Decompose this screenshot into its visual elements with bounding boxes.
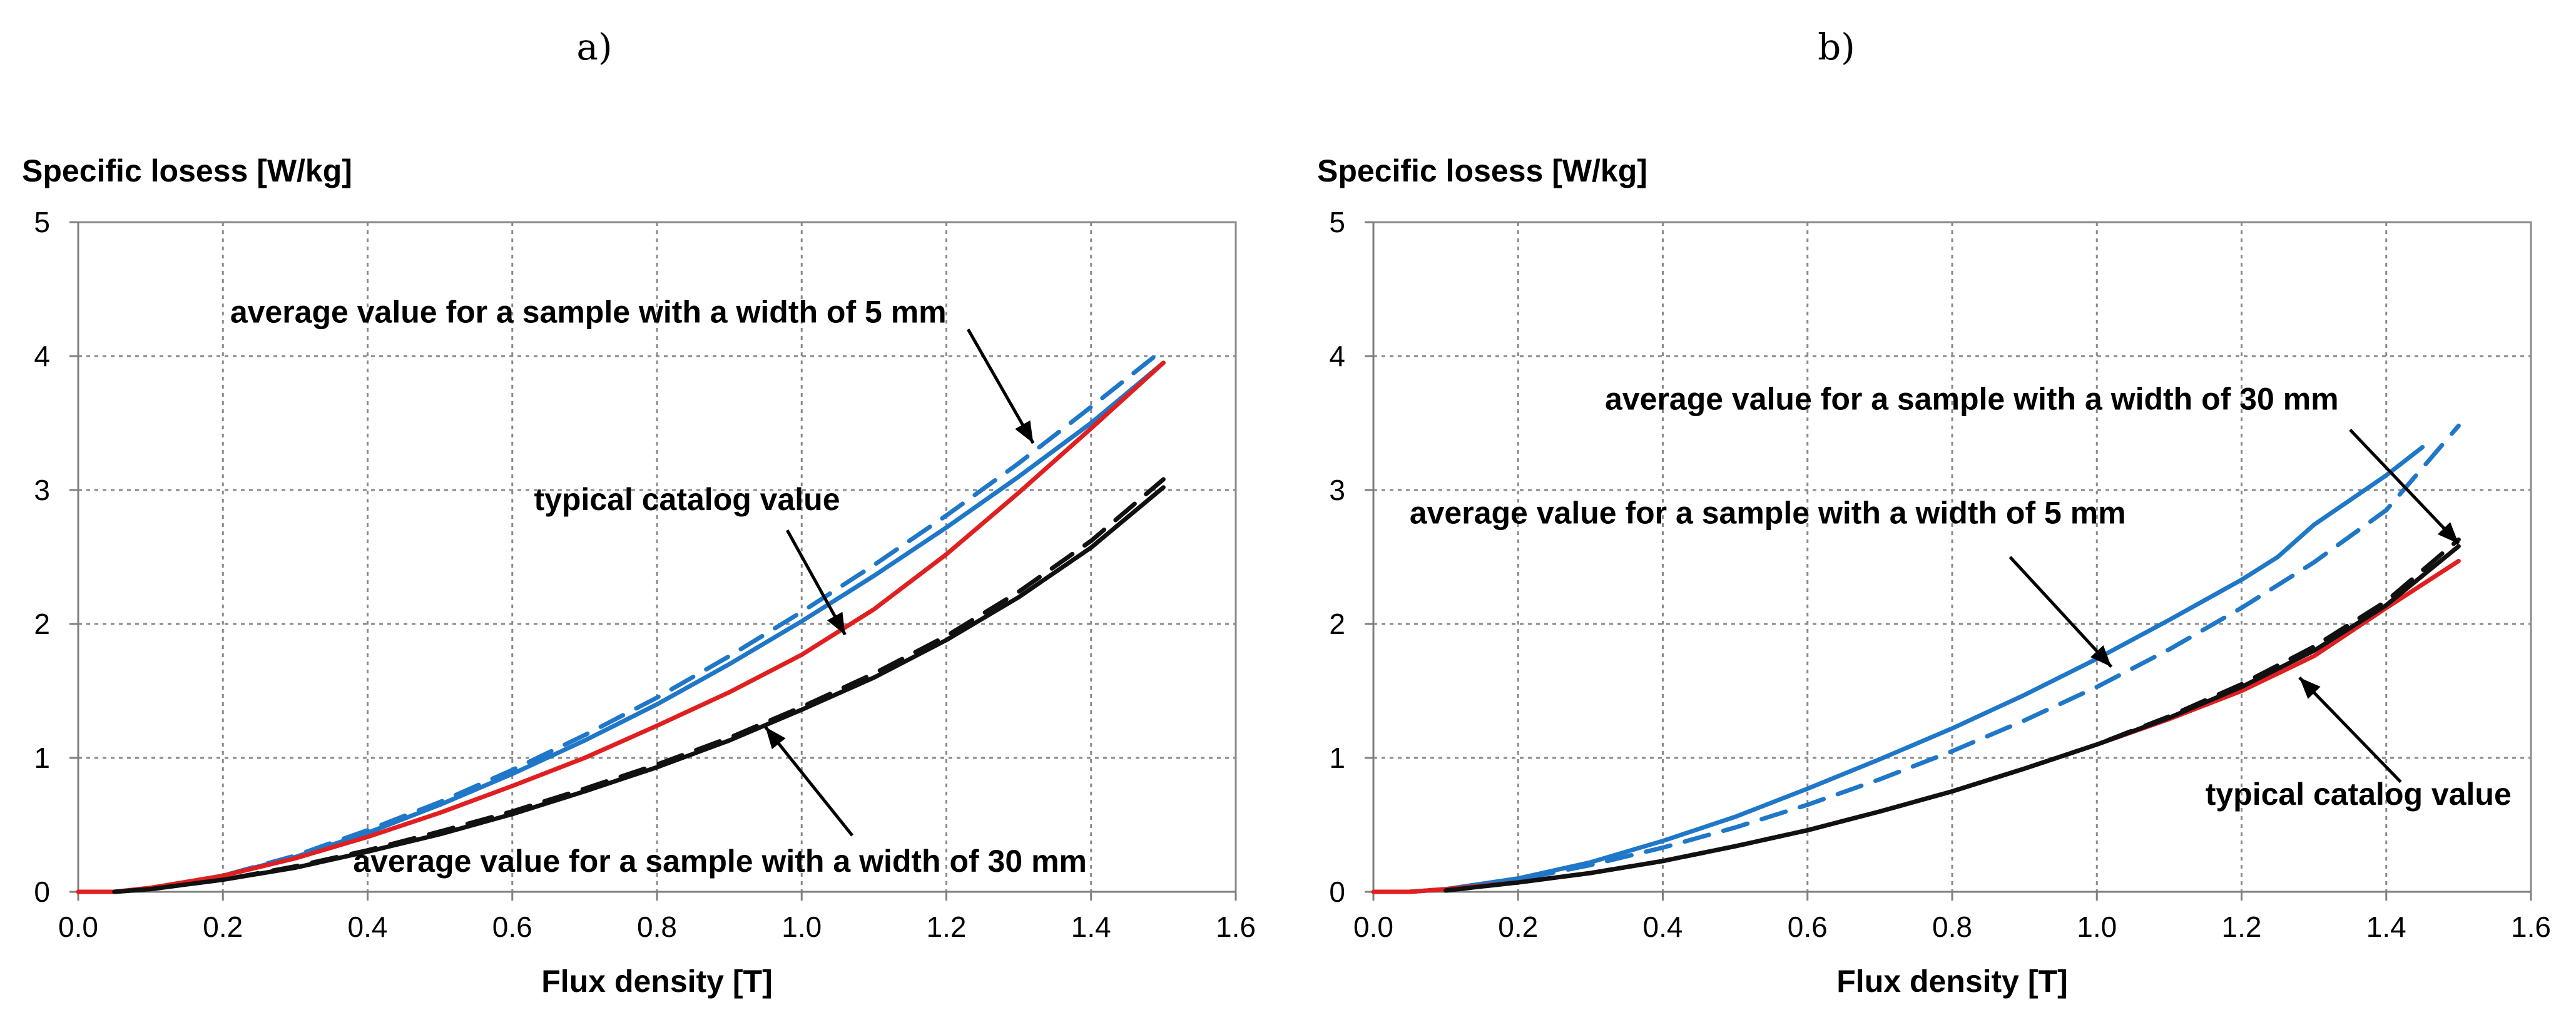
y-tick-label: 0 — [1329, 876, 1345, 908]
annotation-arrow — [2008, 556, 2113, 668]
annotation-label: average value for a sample with a width … — [230, 295, 947, 330]
x-axis-label: Flux density [T] — [1836, 964, 2067, 999]
x-tick-label: 0.8 — [1932, 911, 1972, 943]
y-tick-label: 3 — [34, 474, 50, 506]
annotation-arrowhead — [2437, 522, 2459, 544]
annotation-label: average value for a sample with a width … — [353, 844, 1087, 879]
y-tick-label: 5 — [34, 206, 50, 238]
x-tick-label: 0.6 — [1788, 911, 1828, 943]
x-tick-label: 1.6 — [1216, 911, 1256, 943]
annotation-label: average value for a sample with a width … — [1605, 382, 2339, 417]
annotation-arrow — [2298, 676, 2402, 784]
x-tick-label: 0.4 — [348, 911, 388, 943]
x-tick-label: 0.0 — [1353, 911, 1393, 943]
series-line-2 — [1407, 423, 2461, 894]
x-tick-label: 0.4 — [1643, 911, 1683, 943]
y-tick-label: 2 — [34, 608, 50, 640]
y-tick-label: 2 — [1329, 608, 1345, 640]
series-line-3 — [1371, 558, 2461, 894]
x-tick-label: 1.4 — [1071, 911, 1111, 943]
series-line-5 — [1443, 537, 2461, 893]
y-axis-label: Specific losess [W/kg] — [22, 153, 352, 188]
annotation-arrowhead — [2299, 677, 2321, 699]
x-tick-label: 0.2 — [203, 911, 243, 943]
x-tick-label: 0.2 — [1498, 911, 1538, 943]
annotation-arrowhead — [827, 611, 845, 635]
series-line-1 — [1407, 445, 2425, 894]
x-tick-label: 0.6 — [492, 911, 532, 943]
y-tick-label: 5 — [1329, 206, 1345, 238]
x-tick-label: 1.6 — [2511, 911, 2551, 943]
x-tick-label: 0.8 — [637, 911, 677, 943]
series-line-2 — [148, 347, 1166, 892]
panel-label: a) — [576, 26, 612, 68]
panel-b: b) Specific losess [W/kg] 0.0 0.2 0.4 0.6 0.8 1… — [1317, 26, 2551, 999]
y-tick-label: 4 — [1329, 340, 1345, 372]
panel-label: b) — [1818, 26, 1855, 68]
y-tick-label: 3 — [1329, 474, 1345, 506]
annotation-arrow — [764, 726, 854, 837]
y-axis-label: Specific losess [W/kg] — [1317, 153, 1647, 188]
series-line-4 — [112, 485, 1166, 894]
y-tick-label: 4 — [34, 340, 50, 372]
annotation-arrow — [967, 328, 1035, 444]
annotation-label: typical catalog value — [2206, 777, 2512, 812]
annotation-arrowhead — [1015, 420, 1034, 444]
panel-a: a) Specific losess [W/kg] 0.0 0.2 0.4 0.6 0.8 1… — [22, 26, 1256, 999]
annotation-arrow — [2349, 428, 2460, 545]
y-tick-label: 1 — [1329, 742, 1345, 774]
x-axis-label: Flux density [T] — [541, 964, 772, 999]
annotation-arrowhead — [765, 727, 786, 750]
y-tick-label: 1 — [34, 742, 50, 774]
x-tick-label: 1.4 — [2366, 911, 2406, 943]
x-tick-label: 1.0 — [781, 911, 822, 943]
series-line-3 — [76, 360, 1166, 894]
x-tick-label: 1.0 — [2077, 911, 2117, 943]
annotation-label: average value for a sample with a width … — [1410, 496, 2126, 531]
annotation-label: typical catalog value — [534, 482, 840, 517]
x-tick-label: 1.2 — [2222, 911, 2262, 943]
series-line-5 — [112, 477, 1166, 894]
y-tick-label: 0 — [34, 876, 50, 908]
x-tick-label: 1.2 — [927, 911, 967, 943]
x-tick-label: 0.0 — [58, 911, 98, 943]
annotation-arrowhead — [2090, 645, 2112, 667]
